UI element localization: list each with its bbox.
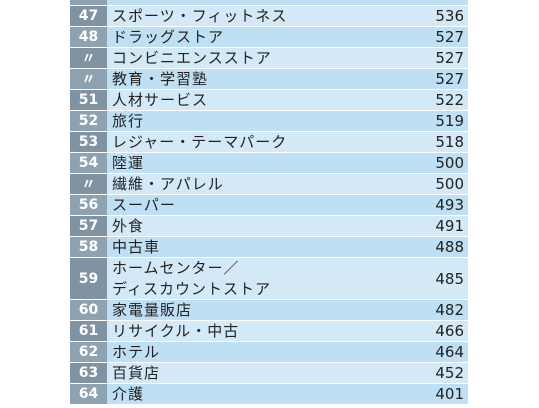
value-cell: 500 [322, 153, 468, 173]
industry-cell: 旅行 [107, 111, 322, 131]
rank-cell: 58 [70, 237, 107, 257]
table-row: 59 ホームセンター／ ディスカウントストア 485 [70, 258, 468, 300]
value-cell: 491 [322, 216, 468, 236]
rank-cell: 60 [70, 300, 107, 320]
rank-cell: 62 [70, 342, 107, 362]
value-cell: 527 [322, 69, 468, 89]
value-cell: 488 [322, 237, 468, 257]
table-row: 48 ドラッグストア 527 [70, 27, 468, 48]
table-row: 〃コンビニエンスストア 527 [70, 48, 468, 69]
table-row: 〃教育・学習塾 527 [70, 69, 468, 90]
table-row: 63 百貨店 452 [70, 363, 468, 384]
table-row: 57 外食 491 [70, 216, 468, 237]
table-row: 51 人材サービス 522 [70, 90, 468, 111]
industry-cell: レジャー・テーマパーク [107, 132, 322, 152]
industry-cell: ホテル [107, 342, 322, 362]
table-row: 53 レジャー・テーマパーク 518 [70, 132, 468, 153]
industry-cell: 中古車 [107, 237, 322, 257]
value-cell: 519 [322, 111, 468, 131]
rank-cell: 〃 [70, 48, 107, 68]
industry-cell: 家電量販店 [107, 300, 322, 320]
value-cell: 401 [322, 384, 468, 404]
value-cell: 522 [322, 90, 468, 110]
industry-cell: ホームセンター／ ディスカウントストア [107, 258, 322, 299]
cut-off-row [70, 0, 468, 5]
value-cell: 482 [322, 300, 468, 320]
value-cell: 527 [322, 48, 468, 68]
value-cell: 536 [322, 6, 468, 26]
industry-cell: 繊維・アパレル [107, 174, 322, 194]
industry-cell: 介護 [107, 384, 322, 404]
rank-cell: 61 [70, 321, 107, 341]
value-cell: 527 [322, 27, 468, 47]
rank-cell: 〃 [70, 174, 107, 194]
rank-cell: 53 [70, 132, 107, 152]
rank-cell: 〃 [70, 69, 107, 89]
table-row: 61 リサイクル・中古 466 [70, 321, 468, 342]
industry-cell: リサイクル・中古 [107, 321, 322, 341]
industry-cell: 人材サービス [107, 90, 322, 110]
value-cell: 466 [322, 321, 468, 341]
industry-cell: 百貨店 [107, 363, 322, 383]
rank-cell: 59 [70, 258, 107, 299]
value-cell: 493 [322, 195, 468, 215]
rank-cell: 64 [70, 384, 107, 404]
value-cell: 500 [322, 174, 468, 194]
rank-cell: 51 [70, 90, 107, 110]
rank-cell: 63 [70, 363, 107, 383]
industry-cell: 陸運 [107, 153, 322, 173]
rank-cell: 52 [70, 111, 107, 131]
table-row: 58 中古車 488 [70, 237, 468, 258]
rank-cell: 54 [70, 153, 107, 173]
table-row: 47 スポーツ・フィットネス 536 [70, 6, 468, 27]
industry-cell: スーパー [107, 195, 322, 215]
value-cell: 485 [322, 258, 468, 299]
table-row: 56 スーパー 493 [70, 195, 468, 216]
rank-cell: 47 [70, 6, 107, 26]
table-row: 52 旅行 519 [70, 111, 468, 132]
table-row: 62 ホテル 464 [70, 342, 468, 363]
value-cell: 518 [322, 132, 468, 152]
table-row: 〃繊維・アパレル 500 [70, 174, 468, 195]
table-row: 64 介護 401 [70, 384, 468, 405]
industry-cell: コンビニエンスストア [107, 48, 322, 68]
industry-cell: 外食 [107, 216, 322, 236]
rank-cell: 56 [70, 195, 107, 215]
rank-cell: 48 [70, 27, 107, 47]
value-cell: 452 [322, 363, 468, 383]
table-row: 60 家電量販店 482 [70, 300, 468, 321]
rank-cell: 57 [70, 216, 107, 236]
industry-cell: ドラッグストア [107, 27, 322, 47]
industry-cell: スポーツ・フィットネス [107, 6, 322, 26]
value-cell: 464 [322, 342, 468, 362]
ranking-table: 47 スポーツ・フィットネス 536 48 ドラッグストア 527 〃コンビニエンスストア 5… [70, 6, 468, 405]
table-row: 54 陸運 500 [70, 153, 468, 174]
industry-cell: 教育・学習塾 [107, 69, 322, 89]
